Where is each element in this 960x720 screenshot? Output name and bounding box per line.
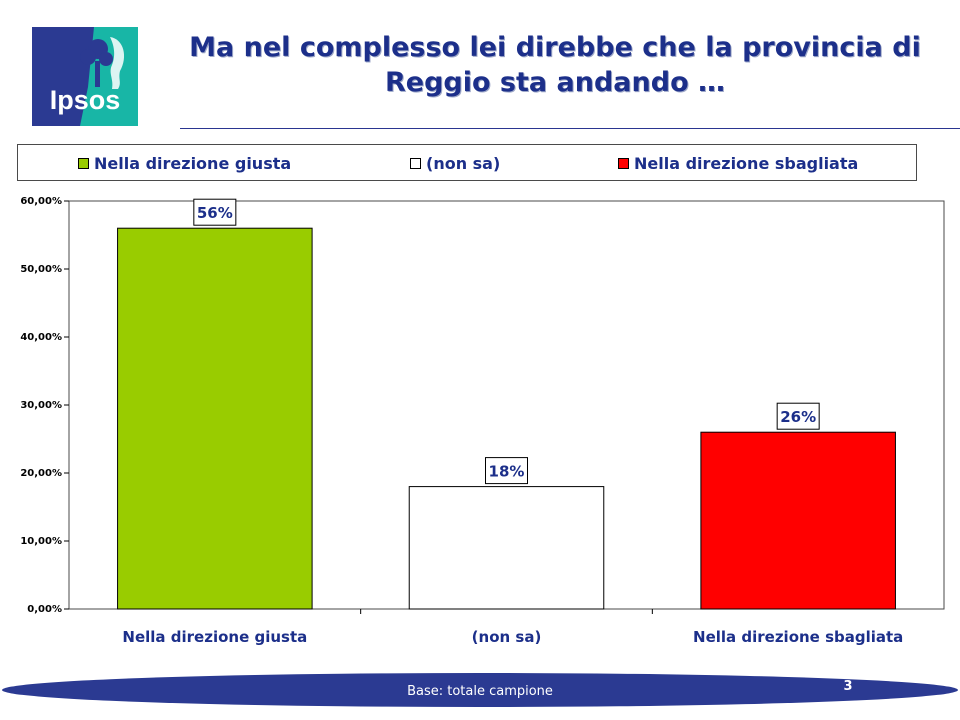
y-tick-label: 30,00% [20, 400, 62, 411]
bar [700, 431, 896, 610]
legend-label-sbagliata: Nella direzione sbagliata [634, 153, 859, 173]
x-tick-label: (non sa) [472, 628, 542, 646]
data-label: 26% [780, 408, 816, 426]
bars-group: 56% 18% 26% [117, 198, 896, 610]
footer-band: Base: totale campione 3 [2, 673, 958, 707]
title-divider [180, 128, 960, 129]
legend-swatch-green [78, 157, 89, 169]
y-axis: 0,00% 10,00% 20,00% 30,00% 40,00% 50,00% 60,00… [20, 196, 69, 615]
x-tick-label: Nella direzione sbagliata [693, 628, 903, 646]
y-tick-label: 10,00% [20, 536, 62, 547]
data-label-box [193, 198, 237, 226]
bar [117, 227, 313, 610]
x-tick-label: Nella direzione giusta [122, 628, 307, 646]
data-label-box [776, 402, 820, 430]
x-axis-labels: Nella direzione giusta (non sa) Nella dire… [122, 609, 903, 646]
logo-text: Ipsos [50, 85, 121, 115]
page-title: Ma nel complesso lei direbbe che la prov… [150, 30, 960, 100]
ipsos-logo: Ipsos [32, 27, 138, 126]
y-tick-label: 50,00% [20, 264, 62, 275]
y-tick-label: 0,00% [27, 604, 62, 615]
y-tick-label: 60,00% [20, 196, 62, 207]
title-line-2: Reggio sta andando … [384, 67, 726, 98]
y-tick-label: 40,00% [20, 332, 62, 343]
legend-swatch-red [618, 157, 629, 169]
legend-label-giusta: Nella direzione giusta [94, 153, 292, 173]
legend-item-giusta: Nella direzione giusta [78, 153, 292, 173]
legend-label-non-sa: (non sa) [426, 153, 501, 173]
bar [408, 486, 605, 610]
base-note: Base: totale campione [407, 684, 553, 699]
legend-swatch-white [410, 157, 421, 169]
page-number: 3 [843, 679, 852, 694]
legend-item-non-sa: (non sa) [410, 153, 501, 173]
data-label-box [485, 457, 528, 485]
y-tick-label: 20,00% [20, 468, 62, 479]
footer-ellipse [2, 673, 958, 707]
title-line-1: Ma nel complesso lei direbbe che la prov… [189, 32, 921, 63]
data-label: 56% [197, 204, 233, 222]
data-label: 18% [489, 463, 525, 481]
chart-legend: Nella direzione giusta (non sa) Nella di… [17, 144, 917, 181]
legend-item-sbagliata: Nella direzione sbagliata [618, 153, 859, 173]
